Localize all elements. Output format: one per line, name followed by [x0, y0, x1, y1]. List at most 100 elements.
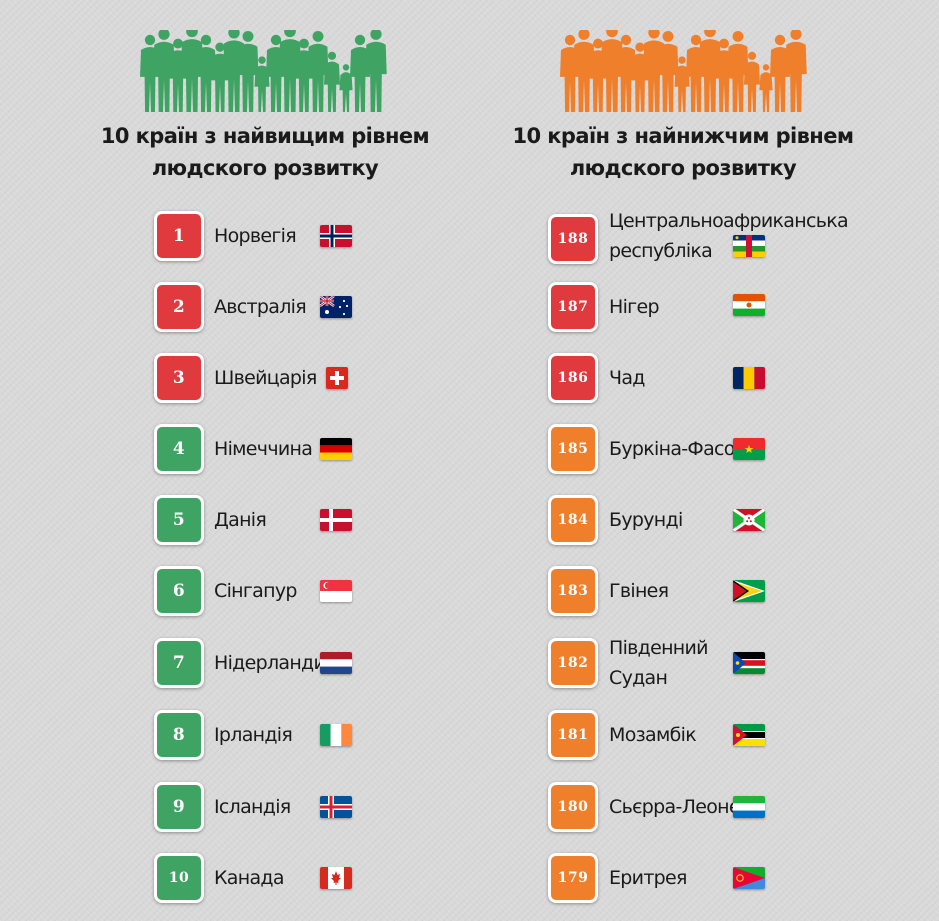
country-name: Данія	[214, 509, 267, 531]
rank-badge: 185	[548, 424, 598, 474]
person-head	[144, 34, 156, 46]
person-head	[354, 34, 366, 46]
switzerland-flag-icon	[326, 367, 348, 389]
person-body	[674, 65, 690, 112]
rank-badge: 5	[154, 495, 204, 545]
ireland-flag-icon	[320, 724, 352, 746]
person-body	[307, 43, 329, 112]
rank-badge: 8	[154, 710, 204, 760]
person-body	[365, 41, 387, 112]
person-head	[327, 51, 337, 60]
person-head	[774, 34, 786, 46]
eritrea-flag-icon	[733, 867, 765, 889]
country-name: Сьєрра-Леоне	[609, 796, 741, 818]
list-item: 179 Еритрея	[548, 853, 848, 905]
rank-badge: 2	[154, 282, 204, 332]
singapore-flag-icon	[320, 580, 352, 602]
person-head	[200, 34, 212, 46]
niger-flag-icon	[733, 294, 765, 316]
person-head	[606, 30, 618, 38]
mozambique-flag-icon	[733, 724, 765, 746]
list-item: 188 Центральноафриканська республіка	[548, 210, 849, 267]
person-head	[158, 30, 170, 40]
country-name: Ісландія	[214, 796, 291, 818]
person-head	[704, 30, 716, 38]
sierra-leone-flag-icon	[733, 796, 765, 818]
rank-badge: 3	[154, 353, 204, 403]
germany-flag-icon	[320, 438, 352, 460]
country-name: Німеччина	[214, 438, 313, 460]
country-name-line-1: Південний	[609, 637, 709, 659]
person-head	[173, 38, 183, 49]
bottom-title-line-1: 10 країн з найнижчим рівнем	[512, 124, 854, 148]
person-head	[732, 30, 744, 42]
list-item: 184 Бурунді	[548, 495, 848, 547]
chad-flag-icon	[733, 367, 765, 389]
person-head	[186, 30, 198, 38]
norway-flag-icon	[320, 225, 352, 247]
country-name: Швейцарія	[214, 367, 317, 389]
bottom-countries-title: 10 країн з найнижчим рівнем людского роз…	[420, 120, 939, 184]
bottom-title-line-2: людского розвитку	[569, 156, 797, 180]
person-head	[762, 64, 770, 71]
rank-badge: 179	[548, 853, 598, 903]
rank-badge: 186	[548, 353, 598, 403]
country-name-line-2: республіка	[609, 240, 713, 262]
person-head	[342, 64, 350, 71]
country-name: Сінгапур	[214, 580, 297, 602]
denmark-flag-icon	[320, 509, 352, 531]
country-name: Ірландія	[214, 724, 293, 746]
rank-badge: 181	[548, 710, 598, 760]
person-body	[323, 61, 341, 112]
south-sudan-flag-icon	[733, 652, 765, 674]
rank-badge: 182	[548, 638, 598, 688]
person-head	[284, 30, 296, 38]
burkina-faso-flag-icon	[733, 438, 765, 460]
person-head	[593, 38, 603, 49]
person-body	[657, 43, 679, 112]
top-title-line-2: людского розвитку	[151, 156, 379, 180]
rank-badge: 180	[548, 782, 598, 832]
country-name: Мозамбік	[609, 724, 697, 746]
list-item: 187 Нігер	[548, 282, 848, 334]
country-name-line-1: Центральноафриканська	[609, 210, 849, 232]
person-head	[747, 51, 757, 60]
person-head	[258, 56, 266, 64]
country-name: Еритрея	[609, 867, 687, 889]
list-item: 183 Гвінея	[548, 566, 848, 618]
orange-people-silhouette-icon	[560, 30, 807, 112]
person-body	[759, 72, 773, 112]
australia-flag-icon	[320, 296, 352, 318]
person-body	[785, 41, 807, 112]
country-name: Центральноафриканська республіка	[609, 203, 849, 269]
netherlands-flag-icon	[320, 652, 352, 674]
country-name: Австралія	[214, 296, 307, 318]
rank-badge: 10	[154, 853, 204, 903]
burundi-flag-icon	[733, 509, 765, 531]
person-body	[339, 72, 353, 112]
person-body	[727, 43, 749, 112]
person-head	[790, 30, 802, 40]
top-countries-title: 10 країн з найвищим рівнем людского розв…	[0, 120, 530, 184]
rank-badge: 7	[154, 638, 204, 688]
rank-badge: 188	[548, 214, 598, 264]
person-head	[270, 34, 282, 46]
rank-badge: 187	[548, 282, 598, 332]
person-head	[564, 34, 576, 46]
person-head	[228, 30, 240, 39]
country-name: Нігер	[609, 296, 660, 318]
country-name: Південний Судан	[609, 630, 709, 696]
rank-badge: 1	[154, 211, 204, 261]
guyana-flag-icon	[733, 580, 765, 602]
rank-badge: 9	[154, 782, 204, 832]
central-african-republic-flag-icon	[733, 235, 765, 257]
canada-flag-icon	[320, 867, 352, 889]
person-head	[370, 30, 382, 40]
rank-badge: 183	[548, 566, 598, 616]
person-head	[662, 30, 674, 42]
person-body	[254, 65, 270, 112]
person-head	[719, 38, 729, 49]
person-body	[350, 47, 370, 112]
country-name-line-2: Судан	[609, 667, 668, 689]
person-body	[196, 47, 216, 112]
